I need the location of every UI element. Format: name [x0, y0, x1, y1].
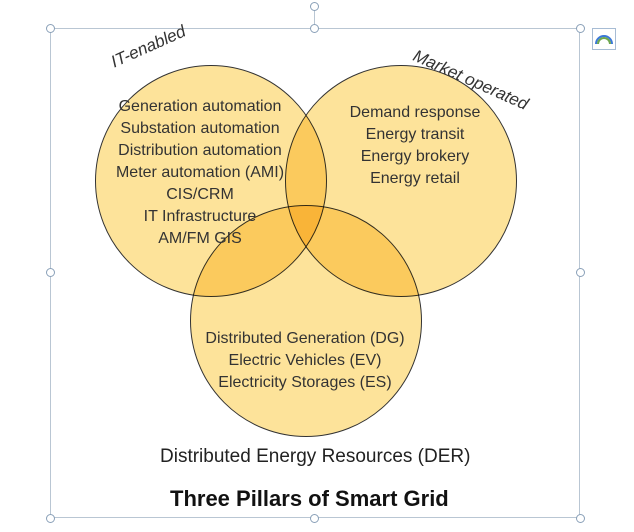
item: Substation automation	[100, 118, 300, 140]
label-it-enabled: IT-enabled	[108, 22, 189, 73]
der-label: Distributed Energy Resources (DER)	[160, 446, 470, 468]
item: Distribution automation	[100, 140, 300, 162]
venn-diagram: IT-enabled Market operated Generation au…	[0, 0, 634, 532]
editor-stage: IT-enabled Market operated Generation au…	[0, 0, 634, 532]
items-der: Distributed Generation (DG) Electric Veh…	[190, 328, 420, 394]
item: Energy transit	[330, 124, 500, 146]
items-it-enabled: Generation automation Substation automat…	[100, 96, 300, 250]
item: Electric Vehicles (EV)	[190, 350, 420, 372]
diagram-title: Three Pillars of Smart Grid	[170, 486, 449, 512]
item: Meter automation (AMI)	[100, 162, 300, 184]
item: Electricity Storages (ES)	[190, 372, 420, 394]
items-market-operated: Demand response Energy transit Energy br…	[330, 102, 500, 190]
item: Generation automation	[100, 96, 300, 118]
item: CIS/CRM	[100, 184, 300, 206]
item: Energy brokery	[330, 146, 500, 168]
item: AM/FM GIS	[100, 228, 300, 250]
item: Distributed Generation (DG)	[190, 328, 420, 350]
item: Demand response	[330, 102, 500, 124]
item: IT Infrastructure	[100, 206, 300, 228]
item: Energy retail	[330, 168, 500, 190]
